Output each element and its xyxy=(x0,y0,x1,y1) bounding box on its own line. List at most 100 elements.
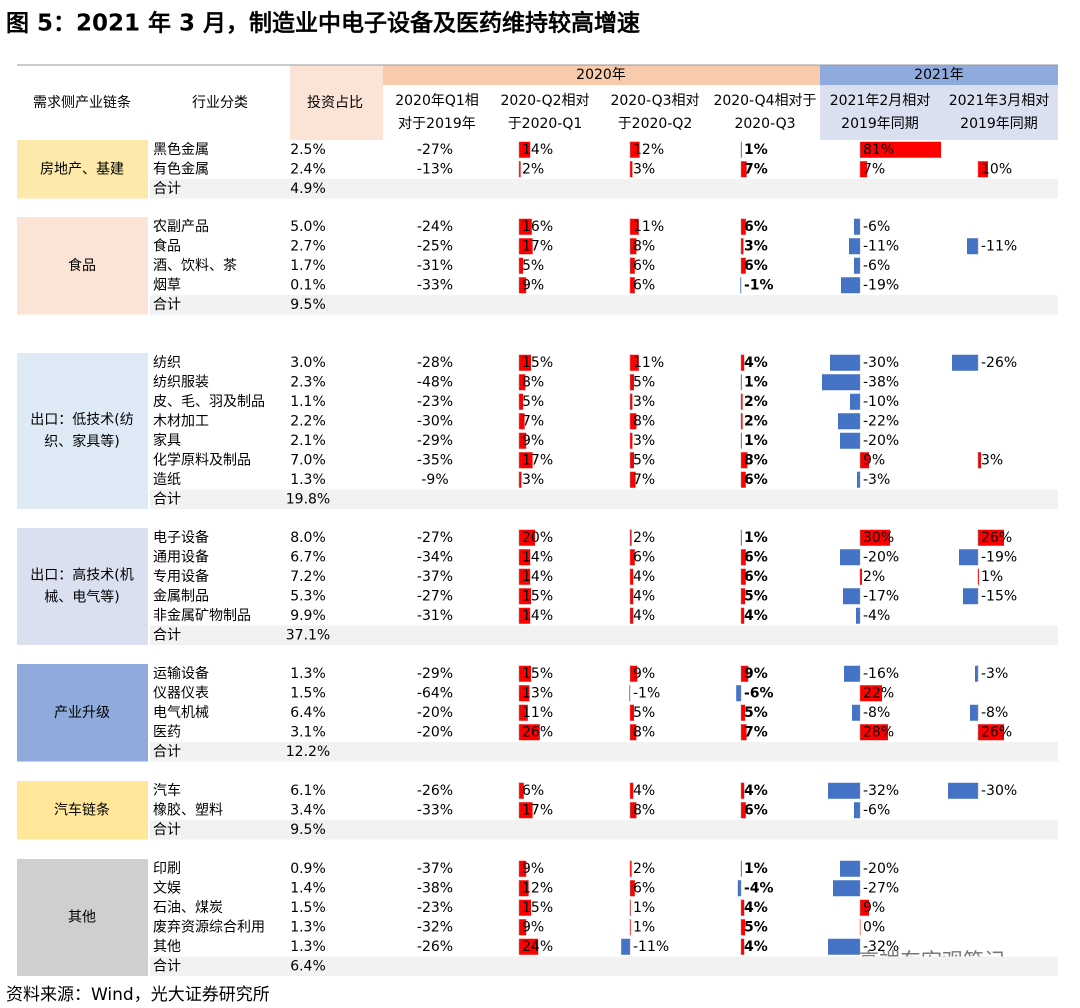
data-bar xyxy=(519,452,533,469)
bar-label: 7% xyxy=(863,161,885,177)
data-bar xyxy=(970,704,978,721)
data-bar xyxy=(519,432,527,449)
q1-value: -23% xyxy=(417,900,453,916)
data-bar xyxy=(849,238,860,255)
share: 2.5% xyxy=(290,142,326,158)
bar-label: 11% xyxy=(633,355,664,371)
data-bar xyxy=(854,802,860,819)
bar-label: 1% xyxy=(633,919,655,935)
data-bar xyxy=(519,218,532,235)
share-header-bg xyxy=(290,65,383,140)
data-bar xyxy=(741,919,745,936)
header: 2021年 xyxy=(914,67,964,83)
group-bg xyxy=(17,353,148,509)
bar-label: 22% xyxy=(863,685,894,701)
data-bar xyxy=(519,141,531,158)
share: 1.3% xyxy=(290,919,326,935)
data-bar xyxy=(833,880,860,897)
data-bar xyxy=(519,568,531,585)
group-label: 房地产、基建 xyxy=(40,160,124,177)
bar-label: 6% xyxy=(633,258,655,274)
data-bar xyxy=(978,724,1004,741)
q1-value: -27% xyxy=(417,588,453,604)
data-bar xyxy=(741,568,746,585)
data-bar xyxy=(860,568,862,585)
data-bar xyxy=(860,899,869,916)
bar-label: 1% xyxy=(744,142,768,158)
bar-label: 3% xyxy=(633,394,655,410)
bar-label: 4% xyxy=(744,608,768,624)
share: 1.5% xyxy=(290,685,326,701)
data-bar xyxy=(860,161,867,178)
share: 1.1% xyxy=(290,394,326,410)
data-bar xyxy=(967,238,978,255)
data-bar xyxy=(519,899,531,916)
bar-label: 24% xyxy=(522,939,553,955)
bar-label: 5% xyxy=(633,452,655,468)
data-bar xyxy=(630,393,633,410)
data-bar xyxy=(630,277,635,294)
bar-label: 28% xyxy=(863,724,894,740)
industry: 造纸 xyxy=(153,472,181,488)
q1-value: -26% xyxy=(417,939,453,955)
q1-value: -31% xyxy=(417,608,453,624)
q1-value: -24% xyxy=(417,219,453,235)
data-bar xyxy=(975,665,978,682)
bar-label: 3% xyxy=(981,452,1003,468)
share: 1.5% xyxy=(290,900,326,916)
bar-label: -26% xyxy=(981,355,1017,371)
bar-label: -10% xyxy=(863,394,899,410)
header: 行业分类 xyxy=(192,95,248,111)
q1-value: -27% xyxy=(417,142,453,158)
data-bar xyxy=(630,374,634,391)
data-bar xyxy=(741,665,749,682)
data-bar xyxy=(519,238,533,255)
bar-label: 4% xyxy=(633,569,655,585)
bar-label: -17% xyxy=(863,588,899,604)
bar-label: 11% xyxy=(522,705,553,721)
sub-header: 于2020-Q2 xyxy=(618,116,693,132)
industry: 非金属矿物制品 xyxy=(153,608,251,624)
data-bar xyxy=(860,685,882,702)
data-bar xyxy=(850,393,860,410)
sub-header: 2020-Q2相对 xyxy=(500,93,589,109)
y2021-band xyxy=(820,65,1058,85)
data-bar xyxy=(630,471,636,488)
bar-label: 5% xyxy=(744,588,768,604)
data-bar xyxy=(519,549,531,566)
data-bar xyxy=(736,685,741,702)
data-bar xyxy=(830,354,860,371)
data-bar xyxy=(741,704,745,721)
data-bar xyxy=(838,413,860,430)
data-bar xyxy=(741,354,745,371)
total-share: 9.5% xyxy=(290,822,326,838)
bar-label: -3% xyxy=(981,666,1008,682)
data-bar xyxy=(519,782,524,799)
share: 6.1% xyxy=(290,783,326,799)
bar-label: -11% xyxy=(863,238,899,254)
total-share: 9.5% xyxy=(290,297,326,313)
bar-label: -8% xyxy=(981,705,1008,721)
share: 6.4% xyxy=(290,705,326,721)
bar-label: 9% xyxy=(863,452,885,468)
q1-value: -20% xyxy=(417,724,453,740)
total-label: 合计 xyxy=(153,181,181,197)
bar-label: 5% xyxy=(633,705,655,721)
bar-label: 12% xyxy=(633,142,664,158)
bar-label: -3% xyxy=(863,472,890,488)
q1-value: -29% xyxy=(417,666,453,682)
bar-label: 5% xyxy=(522,394,544,410)
bar-label: -11% xyxy=(633,939,669,955)
share: 1.3% xyxy=(290,472,326,488)
data-bar xyxy=(854,218,860,235)
bar-label: 30% xyxy=(863,530,894,546)
data-bar xyxy=(630,432,633,449)
sub-header: 2020-Q3相对 xyxy=(610,93,699,109)
data-bar xyxy=(741,413,743,430)
q1-value: -25% xyxy=(417,238,453,254)
industry: 纺织 xyxy=(153,355,181,371)
data-bar xyxy=(843,588,860,605)
group-label: 其他 xyxy=(68,910,96,926)
total-share: 4.9% xyxy=(290,181,326,197)
bar-label: 1% xyxy=(744,374,768,390)
